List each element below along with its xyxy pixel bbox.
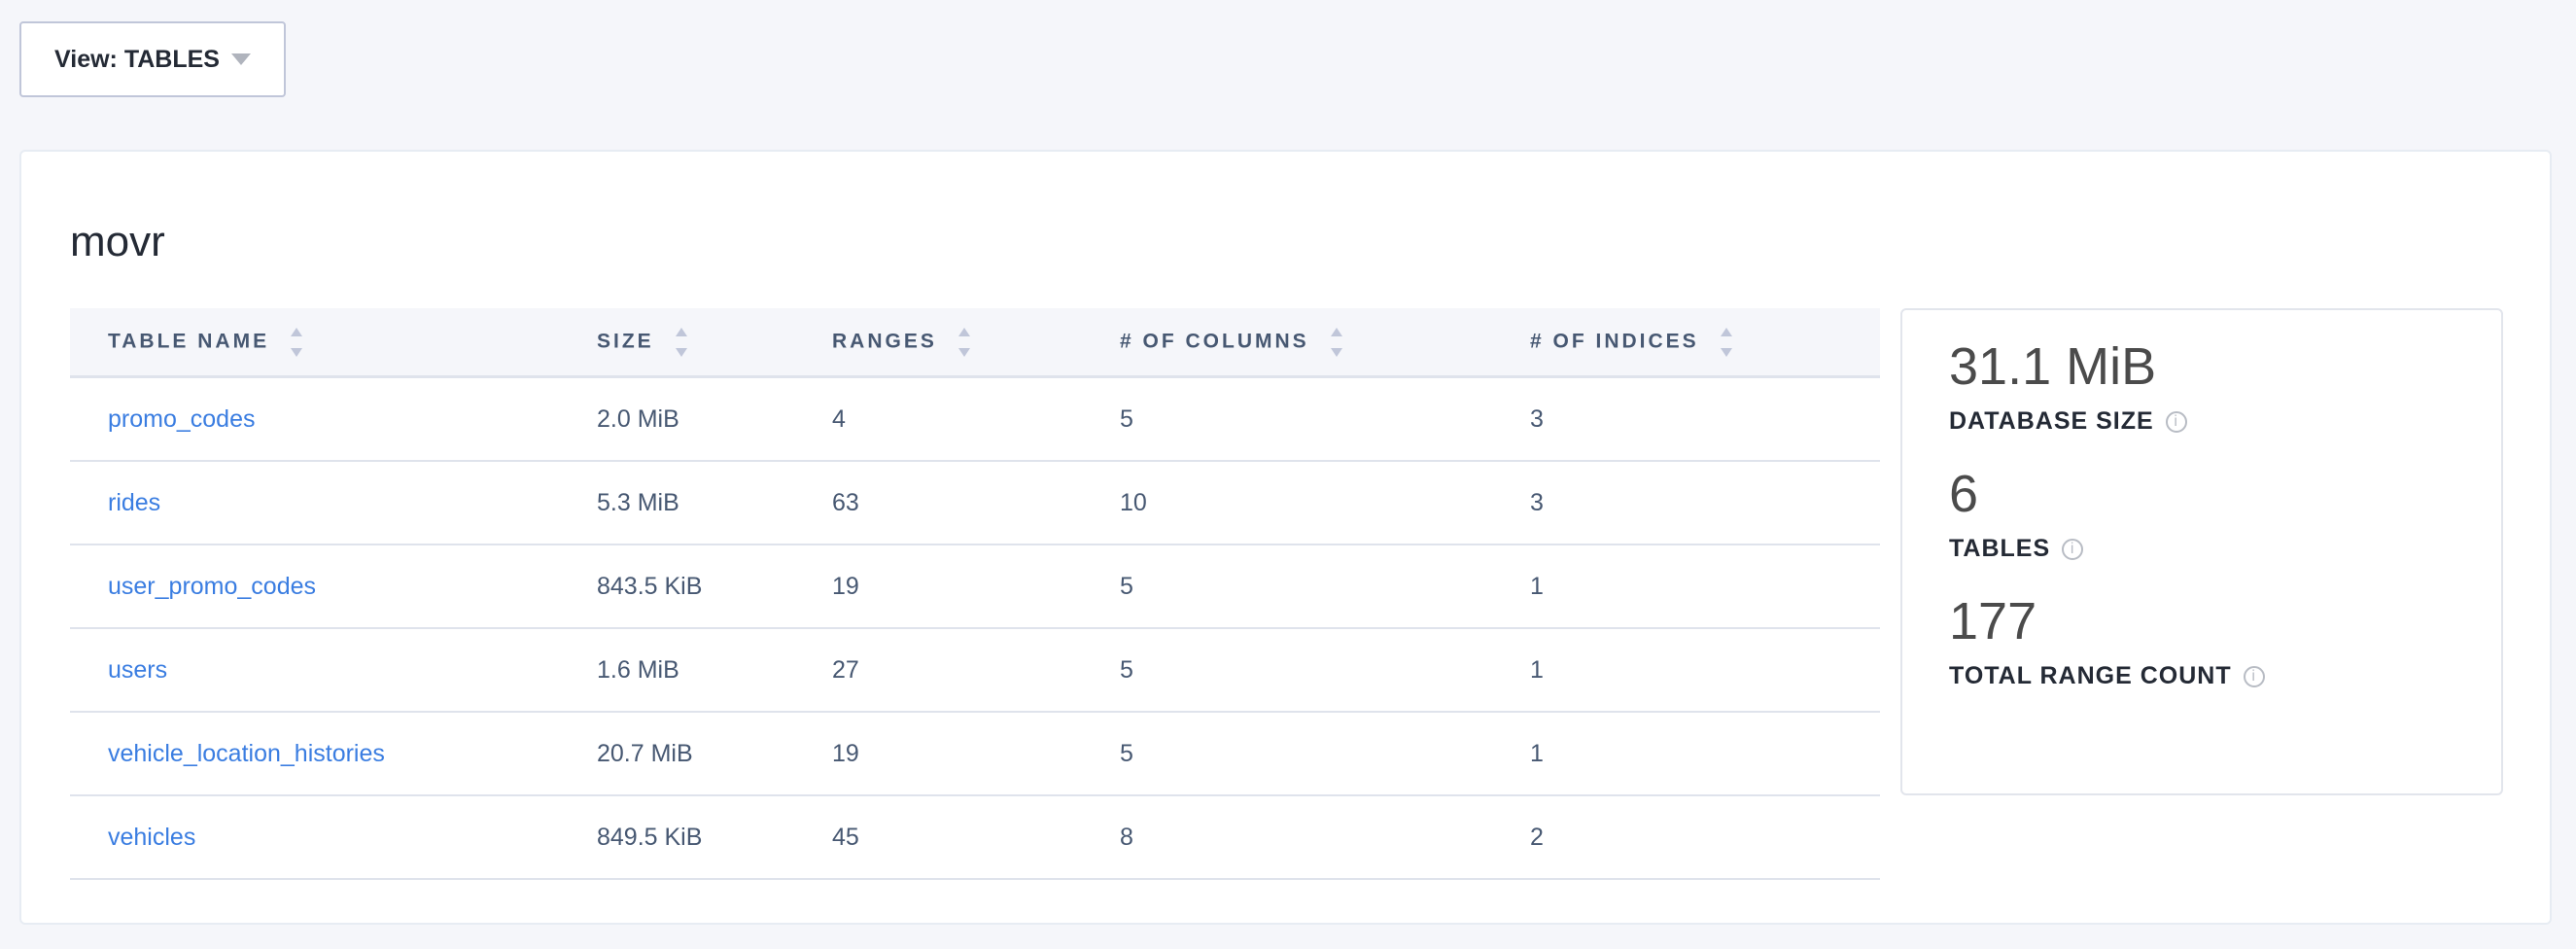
table-row: rides 5.3 MiB 63 10 3 — [70, 461, 1880, 545]
info-icon[interactable]: i — [2062, 538, 2084, 560]
table-name-cell: vehicles — [70, 795, 597, 880]
table-row: promo_codes 2.0 MiB 4 5 3 — [70, 376, 1880, 462]
column-header-indices[interactable]: # OF INDICES — [1530, 308, 1880, 378]
table-name-link[interactable]: rides — [108, 488, 161, 516]
ranges-cell: 63 — [832, 461, 1120, 545]
stat-value: 6 — [1949, 465, 1979, 523]
stat-tables: 6 TABLES i — [1949, 465, 2501, 563]
database-summary-panel: 31.1 MiB DATABASE SIZE i 6 TABLES i 177 TO… — [1900, 308, 2503, 795]
sort-icon — [1720, 327, 1732, 357]
table-row: vehicle_location_histories 20.7 MiB 19 5 1 — [70, 712, 1880, 796]
sort-icon — [957, 327, 970, 357]
table-name-link[interactable]: promo_codes — [108, 404, 256, 433]
table-name-cell: rides — [70, 461, 597, 545]
table-header-row: TABLE NAME SIZE RANGES # OF COLUMNS # OF… — [70, 308, 1880, 378]
stat-label: TOTAL RANGE COUNT — [1949, 662, 2232, 689]
table-name-link[interactable]: vehicles — [108, 823, 196, 851]
size-cell: 5.3 MiB — [597, 461, 832, 545]
info-icon[interactable]: i — [2165, 410, 2187, 433]
column-header-size[interactable]: SIZE — [597, 308, 832, 378]
indices-cell: 3 — [1530, 376, 1880, 462]
table-name-link[interactable]: user_promo_codes — [108, 572, 317, 600]
column-header-label: TABLE NAME — [108, 330, 270, 353]
indices-cell: 1 — [1530, 712, 1880, 796]
indices-cell: 1 — [1530, 628, 1880, 713]
ranges-cell: 45 — [832, 795, 1120, 880]
columns-cell: 5 — [1120, 545, 1530, 629]
stat-label: DATABASE SIZE — [1949, 407, 2154, 435]
stat-label: TABLES — [1949, 535, 2051, 562]
size-cell: 849.5 KiB — [597, 795, 832, 880]
table-name-cell: users — [70, 628, 597, 713]
column-header-columns[interactable]: # OF COLUMNS — [1120, 308, 1530, 378]
database-card: movr TABLE NAME SIZE RANGES # OF COLUMNS… — [19, 150, 2552, 925]
column-header-label: RANGES — [832, 330, 937, 353]
tables-table: TABLE NAME SIZE RANGES # OF COLUMNS # OF… — [70, 308, 1880, 880]
table-row: vehicles 849.5 KiB 45 8 2 — [70, 795, 1880, 880]
column-header-ranges[interactable]: RANGES — [832, 308, 1120, 378]
stat-total-range-count: 177 TOTAL RANGE COUNT i — [1949, 592, 2501, 690]
column-header-label: SIZE — [597, 330, 654, 353]
table-row: user_promo_codes 843.5 KiB 19 5 1 — [70, 545, 1880, 629]
stat-value: 177 — [1949, 592, 2037, 650]
size-cell: 2.0 MiB — [597, 376, 832, 462]
sort-icon — [291, 327, 303, 357]
ranges-cell: 19 — [832, 545, 1120, 629]
view-selector-label: View: TABLES — [54, 45, 220, 73]
stat-database-size: 31.1 MiB DATABASE SIZE i — [1949, 337, 2501, 436]
column-header-label: # OF INDICES — [1530, 330, 1699, 353]
view-selector-dropdown[interactable]: View: TABLES — [19, 21, 286, 97]
stat-value: 31.1 MiB — [1949, 337, 2157, 396]
columns-cell: 5 — [1120, 376, 1530, 462]
sort-icon — [675, 327, 687, 357]
size-cell: 1.6 MiB — [597, 628, 832, 713]
columns-cell: 5 — [1120, 628, 1530, 713]
indices-cell: 3 — [1530, 461, 1880, 545]
ranges-cell: 19 — [832, 712, 1120, 796]
column-header-label: # OF COLUMNS — [1120, 330, 1309, 353]
columns-cell: 8 — [1120, 795, 1530, 880]
database-title: movr — [70, 218, 165, 265]
ranges-cell: 27 — [832, 628, 1120, 713]
indices-cell: 2 — [1530, 795, 1880, 880]
indices-cell: 1 — [1530, 545, 1880, 629]
table-name-cell: vehicle_location_histories — [70, 712, 597, 796]
size-cell: 20.7 MiB — [597, 712, 832, 796]
table-name-cell: user_promo_codes — [70, 545, 597, 629]
columns-cell: 10 — [1120, 461, 1530, 545]
caret-down-icon — [230, 53, 251, 65]
table-name-link[interactable]: vehicle_location_histories — [108, 739, 385, 767]
table-row: users 1.6 MiB 27 5 1 — [70, 628, 1880, 713]
columns-cell: 5 — [1120, 712, 1530, 796]
table-name-cell: promo_codes — [70, 376, 597, 462]
info-icon[interactable]: i — [2243, 665, 2265, 687]
column-header-table-name[interactable]: TABLE NAME — [70, 308, 597, 378]
sort-icon — [1330, 327, 1342, 357]
table-name-link[interactable]: users — [108, 655, 168, 684]
size-cell: 843.5 KiB — [597, 545, 832, 629]
ranges-cell: 4 — [832, 376, 1120, 462]
